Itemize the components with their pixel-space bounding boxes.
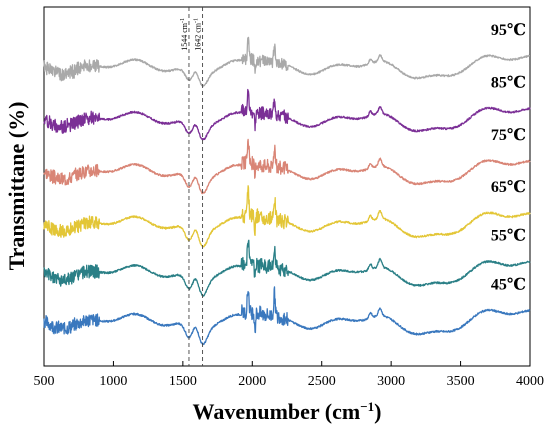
series-line xyxy=(43,88,531,141)
series-line xyxy=(43,36,531,88)
x-tick-label: 1000 xyxy=(99,374,127,389)
series-label: 85℃ xyxy=(491,74,526,91)
series-line xyxy=(43,185,531,248)
series-label: 95℃ xyxy=(491,22,526,39)
series-line xyxy=(43,239,531,297)
x-axis-title-close: ) xyxy=(374,399,381,424)
x-tick-label: 3000 xyxy=(377,374,405,389)
series-label: 55℃ xyxy=(491,228,526,245)
annotation-label: 1544 cm-1 xyxy=(180,18,189,51)
series-label: 65℃ xyxy=(491,179,526,196)
series-layer: 95℃ 85℃ 75℃ 65℃ 55℃ 45℃ xyxy=(43,22,531,346)
series-line xyxy=(43,286,531,346)
x-tick-label: 4000 xyxy=(516,374,544,389)
x-tick-label: 500 xyxy=(34,374,55,389)
x-tick-label: 1500 xyxy=(169,374,197,389)
plot-area-frame xyxy=(43,6,531,367)
x-axis-title: Wavenumber (cm−1) xyxy=(193,399,382,424)
annotation-label: 1642 cm-1 xyxy=(194,18,203,51)
series-label: 45℃ xyxy=(491,276,526,293)
y-axis-title: Transmittane (%) xyxy=(4,102,29,271)
x-tick-label: 2000 xyxy=(238,374,266,389)
series-label: 75℃ xyxy=(491,127,526,144)
x-axis-ticks: 500 1000 1500 2000 2500 3000 3500 4000 xyxy=(34,361,544,389)
x-axis-title-sup: −1 xyxy=(360,399,374,414)
x-axis-title-main: Wavenumber (cm xyxy=(193,399,361,424)
x-tick-label: 2500 xyxy=(308,374,336,389)
x-tick-label: 3500 xyxy=(447,374,475,389)
series-line xyxy=(43,138,531,195)
annotation-layer: 1544 cm-1 1642 cm-1 xyxy=(180,7,204,366)
